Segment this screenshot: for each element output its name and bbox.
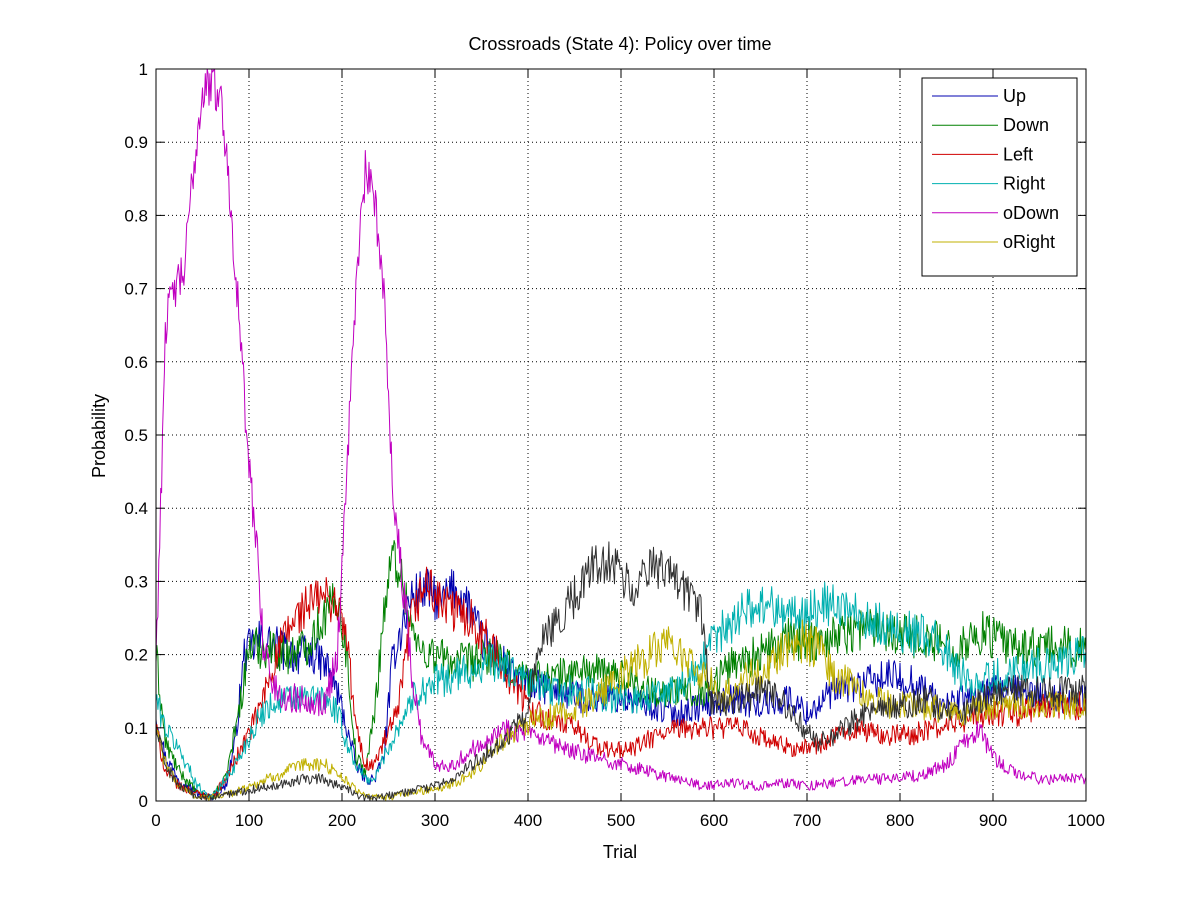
x-tick-label: 0 (151, 811, 160, 830)
x-tick-label: 500 (607, 811, 635, 830)
y-tick-label: 0.4 (124, 499, 148, 518)
legend-label-right: Right (1003, 174, 1045, 194)
legend-label-down: Down (1003, 115, 1049, 135)
y-tick-label: 0.1 (124, 719, 148, 738)
x-tick-label: 200 (328, 811, 356, 830)
x-tick-label: 100 (235, 811, 263, 830)
x-tick-label: 300 (421, 811, 449, 830)
x-tick-label: 900 (979, 811, 1007, 830)
y-axis-label: Probability (89, 394, 109, 478)
legend-label-up: Up (1003, 86, 1026, 106)
x-tick-label: 800 (886, 811, 914, 830)
series-group (155, 68, 1087, 802)
y-tick-label: 1 (139, 60, 148, 79)
grid (156, 69, 1086, 801)
x-tick-label: 1000 (1067, 811, 1105, 830)
y-tick-label: 0.3 (124, 572, 148, 591)
y-tick-label: 0 (139, 792, 148, 811)
legend-label-left: Left (1003, 144, 1033, 164)
series-line-odown (155, 68, 1087, 791)
x-tick-label: 700 (793, 811, 821, 830)
series-line-up (155, 568, 1087, 801)
y-tick-label: 0.8 (124, 206, 148, 225)
legend: Up Down Left Right oDown oRight (921, 77, 1078, 277)
legend-label-odown: oDown (1003, 203, 1059, 223)
y-tick-label: 0.9 (124, 133, 148, 152)
y-tick-label: 0.2 (124, 646, 148, 665)
legend-box (921, 77, 1078, 277)
x-axis-label: Trial (603, 842, 637, 862)
chart-title: Crossroads (State 4): Policy over time (468, 34, 771, 54)
y-tick-label: 0.7 (124, 280, 148, 299)
ticks: 0 100 200 300 400 500 600 700 800 900 1000 0 0.1 0.2 0… (124, 60, 1105, 830)
series-line-oright (155, 619, 1087, 802)
x-tick-label: 600 (700, 811, 728, 830)
series-line-unlabeled (155, 541, 1087, 802)
y-tick-label: 0.5 (124, 426, 148, 445)
y-tick-label: 0.6 (124, 353, 148, 372)
series-line-right (155, 581, 1087, 800)
series-line-left (155, 566, 1087, 801)
legend-label-oright: oRight (1003, 232, 1055, 252)
x-tick-label: 400 (514, 811, 542, 830)
